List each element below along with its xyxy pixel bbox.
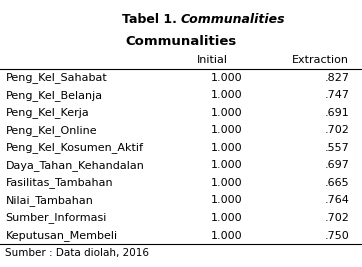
Text: Peng_Kel_Kosumen_Aktif: Peng_Kel_Kosumen_Aktif [5, 142, 143, 153]
Text: .557: .557 [325, 143, 349, 153]
Text: Keputusan_Membeli: Keputusan_Membeli [5, 230, 118, 241]
Text: Nilai_Tambahan: Nilai_Tambahan [5, 195, 93, 206]
Text: Extraction: Extraction [292, 55, 349, 65]
Text: Communalities: Communalities [181, 13, 286, 26]
Text: .702: .702 [324, 125, 349, 135]
Text: .764: .764 [324, 195, 349, 205]
Text: Sumber_Informasi: Sumber_Informasi [5, 213, 107, 223]
Text: 1.000: 1.000 [211, 195, 243, 205]
Text: Peng_Kel_Sahabat: Peng_Kel_Sahabat [5, 72, 107, 83]
Text: Initial: Initial [197, 55, 228, 65]
Text: 1.000: 1.000 [211, 213, 243, 223]
Text: Peng_Kel_Kerja: Peng_Kel_Kerja [5, 107, 89, 118]
Text: 1.000: 1.000 [211, 125, 243, 135]
Text: 1.000: 1.000 [211, 73, 243, 83]
Text: 1.000: 1.000 [211, 230, 243, 241]
Text: 1.000: 1.000 [211, 178, 243, 188]
Text: Fasilitas_Tambahan: Fasilitas_Tambahan [5, 178, 113, 188]
Text: 1.000: 1.000 [211, 160, 243, 170]
Text: Peng_Kel_Belanja: Peng_Kel_Belanja [5, 90, 102, 101]
Text: Tabel 1.: Tabel 1. [122, 13, 181, 26]
Text: .691: .691 [325, 108, 349, 118]
Text: Daya_Tahan_Kehandalan: Daya_Tahan_Kehandalan [5, 160, 144, 171]
Text: .747: .747 [324, 90, 349, 100]
Text: .665: .665 [325, 178, 349, 188]
Text: .750: .750 [325, 230, 349, 241]
Text: .697: .697 [324, 160, 349, 170]
Text: 1.000: 1.000 [211, 108, 243, 118]
Text: .827: .827 [324, 73, 349, 83]
Text: Sumber : Data diolah, 2016: Sumber : Data diolah, 2016 [5, 248, 150, 258]
Text: 1.000: 1.000 [211, 143, 243, 153]
Text: 1.000: 1.000 [211, 90, 243, 100]
Text: Communalities: Communalities [125, 35, 237, 48]
Text: Peng_Kel_Online: Peng_Kel_Online [5, 125, 97, 136]
Text: .702: .702 [324, 213, 349, 223]
